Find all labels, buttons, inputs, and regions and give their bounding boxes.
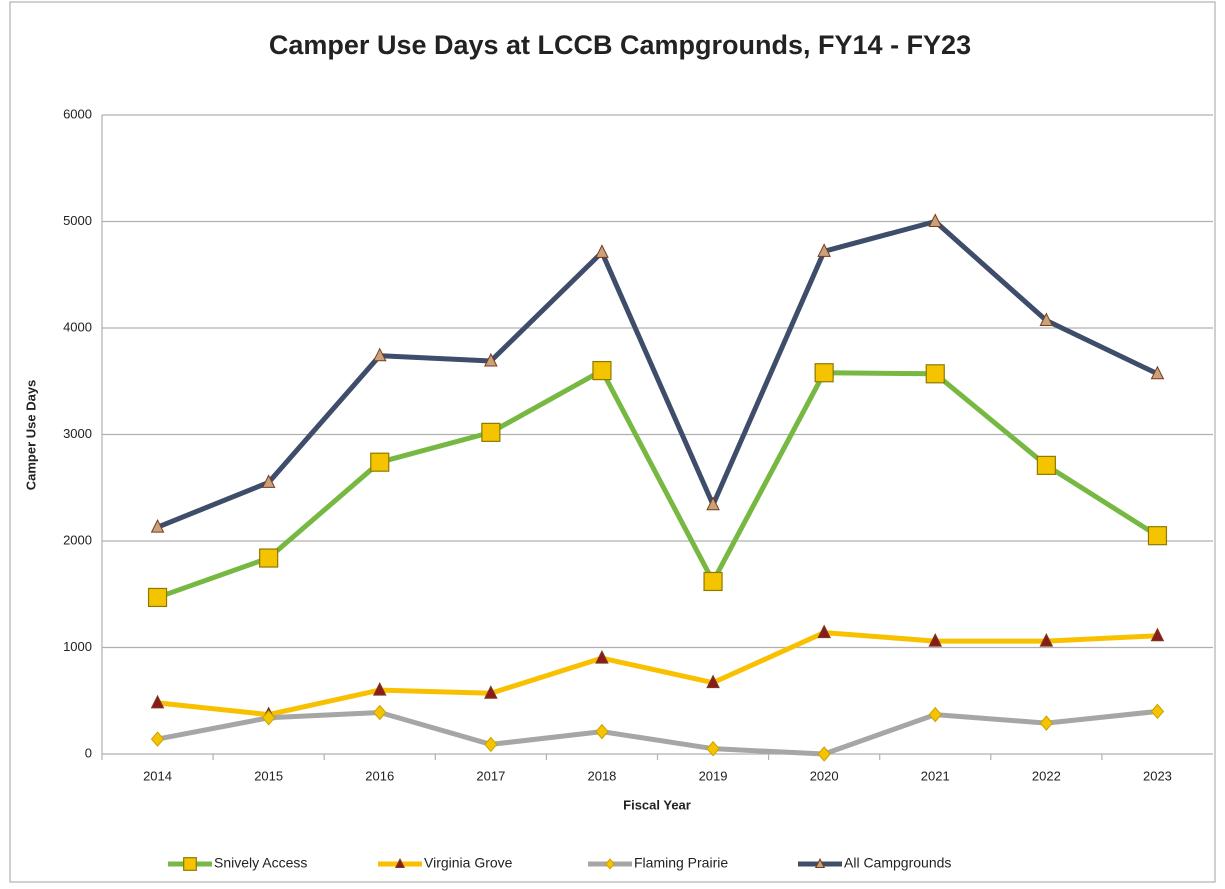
y-tick-label: 1000	[63, 639, 92, 654]
x-tick-label: 2023	[1143, 768, 1172, 783]
marker	[706, 674, 720, 689]
marker	[592, 361, 612, 381]
legend-label: Snively Access	[214, 855, 307, 871]
chart-frame	[9, 1, 1216, 883]
x-tick-label: 2020	[810, 768, 839, 783]
marker	[928, 213, 943, 227]
chart-title: Camper Use Days at LCCB Campgrounds, FY1…	[269, 30, 971, 60]
y-tick-label: 5000	[63, 213, 92, 228]
marker	[817, 243, 831, 257]
x-tick-label: 2017	[476, 768, 505, 783]
marker	[147, 587, 168, 608]
marker	[259, 548, 279, 568]
marker	[484, 685, 498, 699]
y-tick-label: 3000	[63, 426, 92, 441]
x-tick-label: 2022	[1032, 768, 1061, 783]
legend-label: Flaming Prairie	[634, 855, 728, 871]
series-line	[157, 708, 1158, 757]
marker	[703, 571, 723, 592]
marker	[372, 681, 387, 696]
x-axis-label: Fiscal Year	[623, 797, 691, 812]
marker	[261, 474, 276, 488]
marker	[814, 857, 826, 868]
marker	[484, 736, 498, 753]
series-line	[157, 630, 1158, 718]
marker	[183, 857, 197, 871]
marker	[595, 244, 609, 258]
marker	[706, 496, 720, 511]
series-line	[156, 368, 1159, 600]
marker	[1039, 312, 1054, 327]
marker	[1150, 365, 1165, 380]
marker	[370, 452, 390, 472]
marker	[373, 704, 387, 721]
x-tick-label: 2021	[921, 768, 950, 783]
legend-label: All Campgrounds	[844, 855, 951, 871]
marker	[814, 363, 834, 383]
marker	[1150, 703, 1165, 720]
marker	[928, 706, 942, 723]
marker	[1147, 526, 1168, 546]
y-axis-label: Camper Use Days	[23, 380, 38, 491]
y-tick-label: 4000	[63, 319, 92, 334]
x-tick-label: 2019	[699, 768, 728, 783]
marker	[150, 519, 165, 533]
marker	[372, 347, 387, 362]
series-line	[156, 219, 1159, 530]
marker	[595, 723, 609, 740]
marker	[150, 731, 165, 747]
marker	[261, 710, 276, 726]
marker	[481, 422, 501, 442]
x-tick-label: 2016	[365, 768, 394, 783]
marker	[928, 632, 943, 647]
marker	[1039, 632, 1054, 647]
marker	[817, 746, 831, 762]
x-tick-label: 2014	[143, 768, 172, 783]
marker	[595, 650, 609, 664]
marker	[150, 694, 165, 709]
y-tick-label: 0	[85, 745, 92, 760]
legend-label: Virginia Grove	[424, 855, 513, 871]
marker	[925, 364, 945, 384]
x-tick-label: 2015	[254, 768, 283, 783]
marker	[706, 740, 720, 757]
y-tick-label: 6000	[63, 106, 92, 121]
y-tick-label: 2000	[63, 532, 92, 547]
marker	[1036, 455, 1056, 475]
marker	[605, 858, 615, 870]
marker	[1150, 627, 1165, 642]
x-tick-label: 2018	[587, 768, 616, 783]
marker	[817, 624, 831, 639]
marker	[484, 352, 498, 367]
marker	[1039, 715, 1054, 731]
marker	[394, 857, 406, 868]
